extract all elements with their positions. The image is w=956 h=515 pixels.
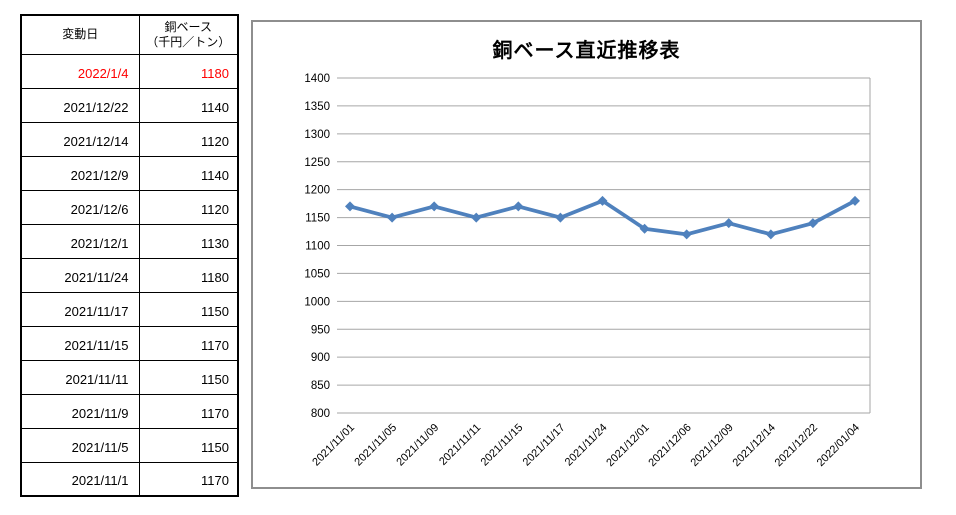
table-row: 2021/11/11 1150: [20, 359, 239, 395]
data-point-marker: [681, 229, 692, 240]
y-axis-tick-label: 800: [311, 408, 330, 420]
x-axis-tick-label: 2021/11/05: [352, 422, 399, 469]
date-cell: 2021/12/14: [20, 121, 140, 157]
y-axis-tick-label: 1350: [304, 101, 330, 113]
table-row: 2022/1/4 1180: [20, 53, 239, 89]
date-cell: 2021/11/11: [20, 359, 140, 395]
value-column-header: 銅ベース （千円／トン）: [138, 14, 239, 55]
header-row: 変動日 銅ベース （千円／トン）: [20, 14, 239, 55]
table-row: 2021/11/15 1170: [20, 325, 239, 361]
line-chart: 800 850 900 950 1000 1050 1100 1150 1200 1250 1300…: [304, 73, 871, 469]
data-point-marker: [850, 195, 860, 206]
price-table-body: 2022/1/4 1180 2021/12/22 1140 2021/12/14 1120…: [20, 53, 239, 497]
value-cell: 1170: [138, 461, 239, 497]
data-point-marker: [639, 223, 650, 234]
y-axis-tick-label: 1300: [304, 129, 330, 141]
date-cell: 2021/11/1: [20, 461, 140, 497]
data-point-marker: [807, 218, 818, 229]
table-row: 2021/11/1 1170: [20, 461, 239, 497]
data-point-marker: [387, 212, 398, 223]
table-row: 2021/12/9 1140: [20, 155, 239, 191]
date-cell: 2021/11/5: [20, 427, 140, 463]
y-axis-tick-label: 1400: [304, 73, 330, 85]
data-point-marker: [555, 212, 566, 223]
x-axis-tick-label: 2021/12/14: [731, 422, 778, 469]
x-axis-tick-label: 2021/12/22: [773, 422, 820, 469]
value-cell: 1180: [138, 257, 239, 293]
x-axis-tick-label: 2021/11/24: [563, 422, 610, 469]
price-table: 変動日 銅ベース （千円／トン） 2022/1/4 1180 2021/12/22 1…: [20, 14, 239, 497]
table-row: 2021/11/9 1170: [20, 393, 239, 429]
value-cell: 1140: [138, 87, 239, 123]
date-column-label: 変動日: [62, 27, 99, 42]
value-cell: 1170: [138, 393, 239, 429]
table-row: 2021/11/5 1150: [20, 427, 239, 463]
date-cell: 2021/12/9: [20, 155, 140, 191]
data-point-marker: [471, 212, 482, 223]
date-cell: 2021/12/1: [20, 223, 140, 259]
y-axis-tick-label: 900: [311, 352, 330, 364]
table-row: 2021/12/14 1120: [20, 121, 239, 157]
table-row: 2021/11/17 1150: [20, 291, 239, 327]
y-axis-tick-label: 950: [311, 324, 330, 336]
x-axis-tick-label: 2021/12/01: [604, 422, 651, 469]
chart-title: 銅ベース直近推移表: [492, 40, 681, 62]
x-axis-tick-label: 2021/11/01: [310, 422, 357, 469]
value-cell: 1140: [138, 155, 239, 191]
value-column-label-line2: （千円／トン）: [146, 34, 231, 49]
date-column-header: 変動日: [20, 14, 140, 55]
value-cell: 1180: [138, 53, 239, 89]
date-cell: 2022/1/4: [20, 53, 140, 89]
x-axis-tick-label: 2021/12/09: [688, 422, 735, 469]
value-cell: 1170: [138, 325, 239, 361]
table-row: 2021/12/1 1130: [20, 223, 239, 259]
value-cell: 1120: [138, 189, 239, 225]
data-point-marker: [765, 229, 776, 240]
y-axis-tick-label: 1000: [304, 296, 330, 308]
price-table-header: 変動日 銅ベース （千円／トン）: [20, 14, 239, 55]
y-axis-tick-label: 1200: [304, 185, 330, 197]
value-cell: 1150: [138, 359, 239, 395]
x-axis-tick-label: 2021/11/09: [394, 422, 441, 469]
y-axis-tick-label: 1150: [305, 213, 330, 225]
table-row: 2021/12/22 1140: [20, 87, 239, 123]
x-axis-tick-label: 2021/12/06: [646, 422, 693, 469]
date-cell: 2021/11/17: [20, 291, 140, 327]
date-cell: 2021/11/9: [20, 393, 140, 429]
y-axis-tick-label: 850: [311, 380, 330, 392]
value-cell: 1130: [138, 223, 239, 259]
table-row: 2021/11/24 1180: [20, 257, 239, 293]
table-row: 2021/12/6 1120: [20, 189, 239, 225]
data-point-marker: [345, 201, 355, 212]
value-column-label-line1: 銅ベース: [164, 19, 212, 34]
y-axis-tick-label: 1100: [305, 241, 330, 253]
value-cell: 1150: [138, 427, 239, 463]
data-point-marker: [723, 218, 734, 229]
value-cell: 1120: [138, 121, 239, 157]
date-cell: 2021/11/24: [20, 257, 140, 293]
data-point-marker: [597, 195, 608, 206]
y-axis-tick-label: 1250: [304, 157, 330, 169]
date-cell: 2021/12/6: [20, 189, 140, 225]
x-axis-tick-label: 2021/11/17: [521, 422, 568, 469]
x-axis-tick-label: 2022/01/04: [815, 422, 862, 469]
data-point-marker: [513, 201, 524, 212]
value-cell: 1150: [138, 291, 239, 327]
y-axis-tick-label: 1050: [304, 268, 330, 280]
data-point-marker: [429, 201, 440, 212]
date-cell: 2021/11/15: [20, 325, 140, 361]
date-cell: 2021/12/22: [20, 87, 140, 123]
x-axis-tick-label: 2021/11/11: [437, 422, 483, 468]
chart-frame: 800 850 900 950 1000 1050 1100 1150 1200 1250 1300…: [251, 20, 922, 489]
x-axis-tick-label: 2021/11/15: [479, 422, 526, 469]
